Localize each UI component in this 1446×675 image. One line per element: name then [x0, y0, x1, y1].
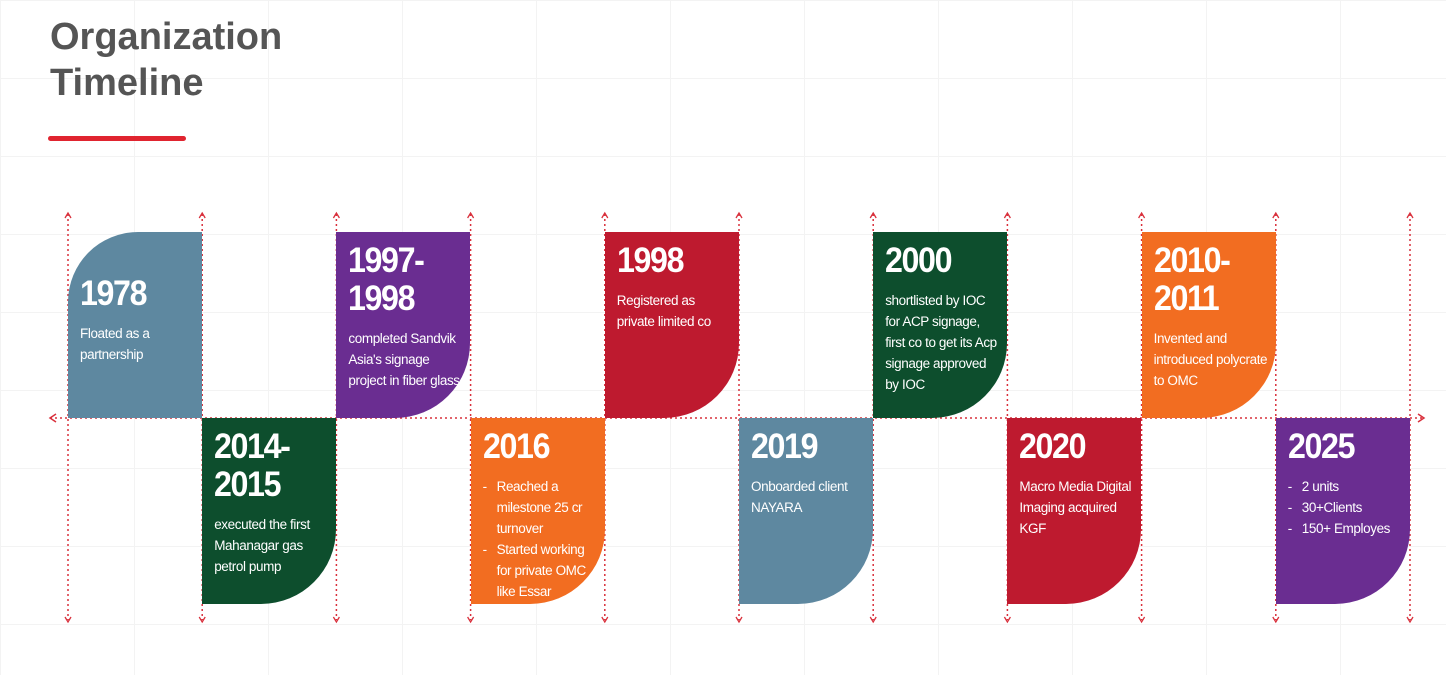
year: 2000 — [885, 241, 953, 280]
year: 1997-1998 — [348, 241, 425, 318]
point: 150+ Employes — [1288, 518, 1402, 539]
description: Floated as a partnership — [80, 326, 150, 362]
title-underline — [48, 136, 186, 141]
arrow-up — [1003, 211, 1011, 219]
arrow-up — [64, 211, 72, 219]
year: 1978 — [80, 274, 148, 313]
year: 2019 — [751, 427, 819, 466]
timeline-card: 2010-2011 Invented and introduced polycra… — [1141, 232, 1276, 418]
arrow-down — [735, 616, 743, 624]
arrow-down — [1138, 616, 1146, 624]
point: Reached a milestone 25 cr turnover — [483, 476, 597, 539]
description: completed Sandvik Asia's signage project… — [348, 331, 460, 388]
timeline-card: 1978 Floated as a partnership — [68, 232, 202, 418]
arrow-up — [601, 211, 609, 219]
description: executed the first Mahanagar gas petrol … — [214, 517, 310, 574]
arrow-up — [869, 211, 877, 219]
arrow-up — [467, 211, 475, 219]
arrow-up — [1138, 211, 1146, 219]
point-list: Reached a milestone 25 cr turnoverStarte… — [483, 476, 597, 602]
year: 2010-2011 — [1153, 241, 1231, 318]
arrow-down — [869, 616, 877, 624]
page-title: Organization Timeline — [50, 16, 283, 104]
arrow-down — [64, 616, 72, 624]
point: 2 units — [1288, 476, 1402, 497]
arrow-right — [1417, 413, 1426, 423]
description: shortlisted by IOC for ACP signage, firs… — [885, 293, 997, 392]
timeline-card: 1997-1998 completed Sandvik Asia's signag… — [336, 232, 471, 418]
arrow-down — [332, 616, 340, 624]
arrow-up — [1406, 211, 1414, 219]
description: Macro Media Digital Imaging acquired KGF — [1019, 479, 1132, 536]
arrow-up — [735, 211, 743, 219]
description: Onboarded client NAYARA — [751, 479, 848, 515]
year: 1998 — [616, 241, 685, 280]
arrow-down — [467, 616, 475, 624]
timeline-card: 2025 2 units30+Clients150+ Employes — [1275, 418, 1410, 604]
point: Started working for private OMC like Ess… — [483, 539, 597, 602]
timeline-card: 1998 Registered as private limited co — [604, 232, 739, 418]
arrow-down — [601, 616, 609, 624]
arrow-down — [1272, 616, 1280, 624]
arrow-left — [48, 413, 57, 423]
timeline-card: 2019 Onboarded client NAYARA — [739, 418, 873, 604]
arrow-up — [332, 211, 340, 219]
point-list: 2 units30+Clients150+ Employes — [1288, 476, 1402, 539]
timeline-card: 2000 shortlisted by IOC for ACP signage, … — [873, 232, 1008, 418]
timeline-card: 2020 Macro Media Digital Imaging acquired… — [1007, 418, 1142, 604]
arrow-up — [198, 211, 206, 219]
timeline-card: 2016 Reached a milestone 25 cr turnoverSt… — [470, 418, 605, 604]
arrow-down — [198, 616, 206, 624]
point: 30+Clients — [1288, 497, 1402, 518]
arrow-down — [1003, 616, 1011, 624]
description: Registered as private limited co — [616, 293, 711, 329]
description: Invented and introduced polycrate to OMC — [1153, 331, 1268, 388]
arrow-up — [1272, 211, 1280, 219]
year: 2020 — [1019, 427, 1087, 466]
arrow-down — [1406, 616, 1414, 624]
year: 2016 — [482, 427, 551, 466]
timeline-card: 2014-2015 executed the first Mahanagar ga… — [202, 418, 337, 604]
year: 2014-2015 — [214, 427, 291, 504]
year: 2025 — [1287, 427, 1356, 466]
